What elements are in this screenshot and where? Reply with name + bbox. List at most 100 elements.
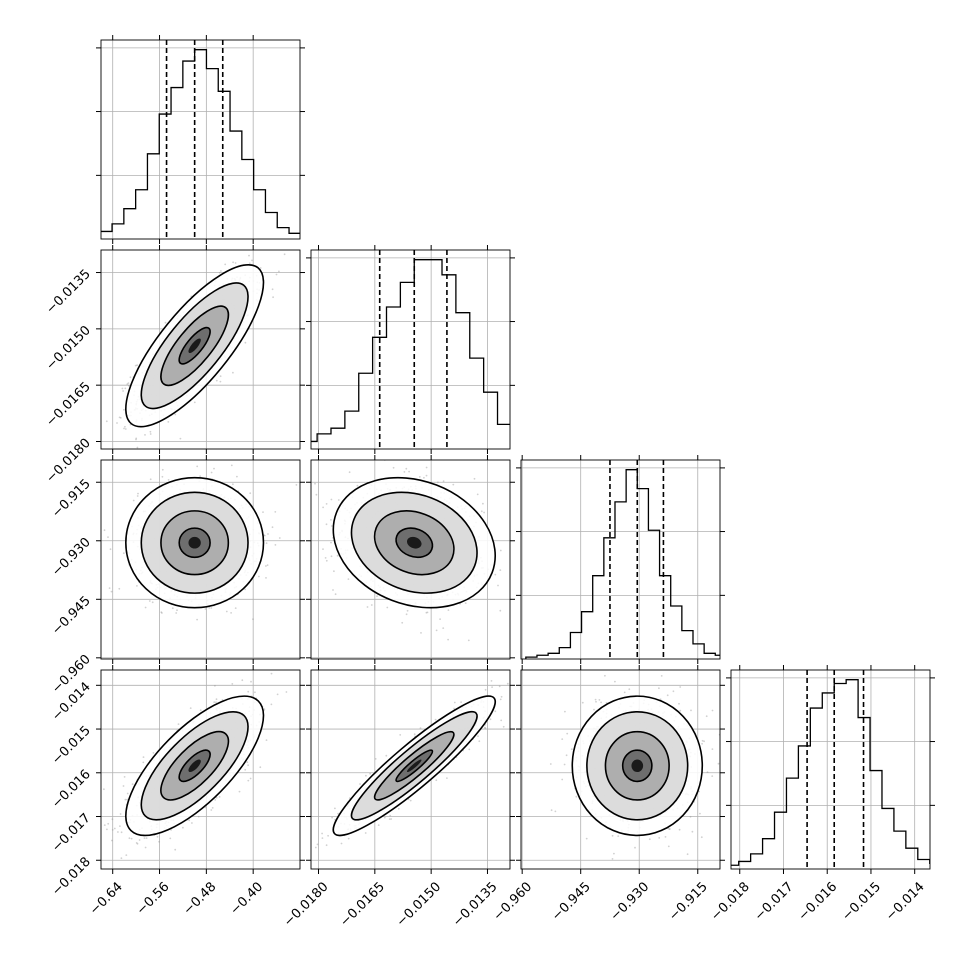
scatter-point xyxy=(219,272,221,274)
scatter-point xyxy=(182,827,184,829)
scatter-point xyxy=(213,701,215,703)
scatter-point xyxy=(240,231,242,233)
scatter-point xyxy=(124,426,126,428)
scatter-point xyxy=(265,565,267,567)
scatter-point xyxy=(357,485,359,487)
scatter-point xyxy=(278,271,280,273)
scatter-point xyxy=(274,511,276,513)
scatter-point xyxy=(123,428,125,430)
density-contour-2-0-4 xyxy=(188,537,200,549)
scatter-point xyxy=(121,831,123,833)
scatter-point xyxy=(224,264,226,266)
scatter-point xyxy=(109,587,111,589)
scatter-point xyxy=(191,822,193,824)
scatter-point xyxy=(137,493,139,495)
scatter-point xyxy=(196,619,198,621)
scatter-point xyxy=(333,570,335,572)
scatter-point xyxy=(442,627,444,629)
scatter-point xyxy=(112,829,114,831)
scatter-point xyxy=(107,536,109,538)
scatter-point xyxy=(494,574,496,576)
scatter-point xyxy=(465,602,467,604)
scatter-point xyxy=(157,836,159,838)
scatter-point xyxy=(348,578,350,580)
scatter-point xyxy=(137,447,139,449)
scatter-point xyxy=(267,564,269,566)
scatter-point xyxy=(122,388,124,390)
scatter-point xyxy=(407,610,409,612)
scatter-point xyxy=(152,601,154,603)
scatter-point xyxy=(131,838,133,840)
scatter-point xyxy=(123,785,125,787)
scatter-point xyxy=(314,483,316,485)
scatter-point xyxy=(175,612,177,614)
scatter-point xyxy=(210,809,212,811)
panel-0-0 xyxy=(77,40,313,239)
panel-frame-2-2 xyxy=(521,460,720,659)
scatter-point xyxy=(150,472,152,474)
scatter-point xyxy=(196,466,198,468)
scatter-point xyxy=(468,640,470,642)
scatter-point xyxy=(254,691,256,693)
scatter-point xyxy=(420,632,422,634)
panel-2-1 xyxy=(294,455,516,659)
scatter-point xyxy=(220,270,222,272)
scatter-point xyxy=(106,420,108,422)
scatter-point xyxy=(248,255,250,257)
scatter-point xyxy=(162,469,164,471)
scatter-point xyxy=(194,402,196,404)
scatter-point xyxy=(137,495,139,497)
scatter-point xyxy=(330,519,332,521)
panel-1-1 xyxy=(275,250,553,449)
panel-1-0 xyxy=(80,231,300,473)
scatter-point xyxy=(220,375,222,377)
scatter-point xyxy=(474,478,476,480)
scatter-point xyxy=(514,549,516,551)
scatter-point xyxy=(393,467,395,469)
scatter-point xyxy=(278,240,280,242)
scatter-point xyxy=(331,525,333,527)
scatter-point xyxy=(426,475,428,477)
scatter-point xyxy=(236,476,238,478)
scatter-point xyxy=(127,382,129,384)
scatter-point xyxy=(331,555,333,557)
scatter-point xyxy=(111,840,113,842)
scatter-point xyxy=(116,422,118,424)
scatter-point xyxy=(499,610,501,612)
scatter-point xyxy=(401,622,403,624)
scatter-point xyxy=(216,380,218,382)
scatter-point xyxy=(419,476,421,478)
scatter-point xyxy=(167,421,169,423)
scatter-point xyxy=(250,778,252,780)
scatter-point xyxy=(190,707,192,709)
scatter-point xyxy=(124,388,126,390)
scatter-point xyxy=(232,372,234,374)
scatter-point xyxy=(232,261,234,263)
scatter-point xyxy=(272,288,274,290)
scatter-point xyxy=(266,739,268,741)
scatter-point xyxy=(123,552,125,554)
scatter-point xyxy=(275,544,277,546)
scatter-point xyxy=(232,483,234,485)
scatter-point xyxy=(176,609,178,611)
scatter-point xyxy=(272,526,274,528)
scatter-point xyxy=(188,819,190,821)
scatter-point xyxy=(251,260,253,262)
scatter-point xyxy=(220,381,222,383)
scatter-point xyxy=(249,492,251,494)
scatter-point xyxy=(371,604,373,606)
scatter-point xyxy=(146,837,148,839)
scatter-point xyxy=(284,253,286,255)
panel-frame-1-1 xyxy=(311,250,510,449)
scatter-point xyxy=(247,691,249,693)
scatter-point xyxy=(106,829,108,831)
scatter-point xyxy=(119,417,121,419)
scatter-point xyxy=(205,608,207,610)
scatter-point xyxy=(180,438,182,440)
scatter-point xyxy=(247,780,249,782)
scatter-point xyxy=(125,428,127,430)
scatter-point xyxy=(226,611,228,613)
scatter-point xyxy=(235,262,237,264)
scatter-point xyxy=(322,507,324,509)
